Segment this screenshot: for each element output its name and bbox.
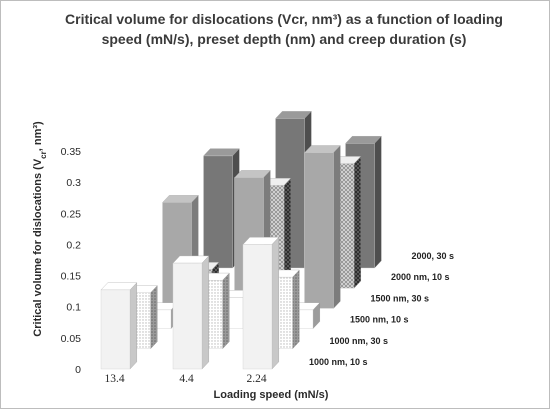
series-label: 2000 nm, 10 s: [391, 272, 450, 282]
bar-front: [203, 155, 233, 269]
bar: [100, 282, 138, 370]
bar-side: [150, 285, 158, 350]
bar-side: [333, 145, 341, 309]
y-tick-label: 0.15: [61, 271, 82, 283]
bar-side: [292, 269, 300, 350]
bar: [242, 236, 280, 370]
x-tick-label: 4.4: [179, 373, 194, 385]
bar-side: [129, 282, 137, 370]
series-label: 2000, 30 s: [412, 251, 455, 261]
y-tick-label: 0.25: [61, 208, 82, 220]
y-tick-label: 0.2: [66, 239, 81, 251]
x-tick-label: 13.4: [104, 373, 124, 385]
bars-group: [100, 110, 382, 370]
bar-front: [100, 289, 131, 370]
y-tick-label: 0.3: [66, 177, 81, 189]
y-axis-title: Critical volume for dislocations (Vcr, n…: [32, 121, 48, 337]
bar-front: [242, 244, 273, 370]
y-tick-label: 0: [75, 364, 81, 376]
bar: [172, 255, 210, 370]
y-tick-label: 0.35: [61, 146, 82, 158]
x-tick-label: 2.24: [246, 373, 266, 385]
series-label: 1000 nm, 10 s: [309, 357, 368, 367]
chart-title-line-1: Critical volume for dislocations (Vcr, n…: [65, 11, 503, 27]
bar-side: [374, 135, 382, 269]
bar-side: [271, 236, 279, 370]
bar-side: [201, 255, 209, 370]
y-tick-label: 0.1: [66, 302, 81, 314]
y-axis-title-part-2: , nm³): [32, 121, 44, 151]
series-label: 1000 nm, 30 s: [330, 336, 389, 346]
x-axis-title: Loading speed (mN/s): [214, 389, 329, 401]
y-axis-ticks: 0 0.05 0.1 0.15 0.2 0.25 0.3 0.35: [61, 146, 82, 376]
bar-front: [304, 152, 334, 309]
y-axis-title-subscript: cr: [39, 151, 48, 159]
x-axis-ticks: 13.4 4.4 2.24: [104, 373, 266, 385]
bar-side: [222, 272, 230, 350]
depth-axis-labels: 1000 nm, 10 s 1000 nm, 30 s 1500 nm, 10 s 1…: [309, 251, 454, 367]
bar: [203, 148, 240, 269]
bar: [304, 145, 341, 309]
bar-front: [172, 262, 203, 370]
y-axis-title-part-1: Critical volume for dislocations (V: [32, 158, 44, 337]
chart-title-line-2: speed (mN/s), preset depth (nm) and cree…: [102, 31, 467, 47]
bar-side: [353, 156, 361, 289]
series-label: 1500 nm, 30 s: [371, 293, 430, 303]
y-tick-label: 0.05: [61, 333, 82, 345]
series-label: 1500 nm, 10 s: [350, 315, 409, 325]
